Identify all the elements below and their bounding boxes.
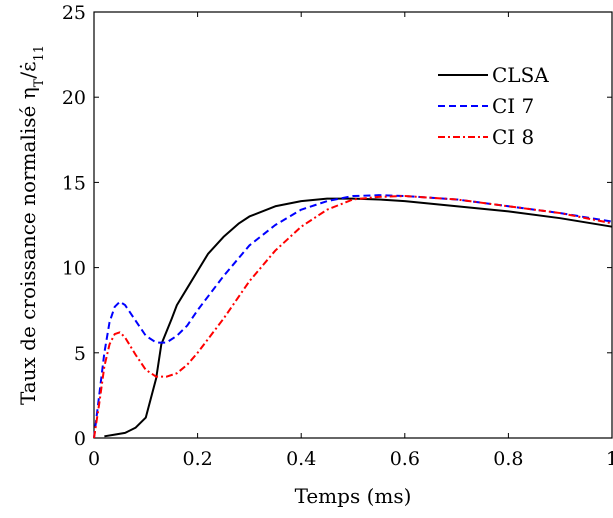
y-tick-label: 10 (62, 258, 86, 280)
y-axis-label-mid: /ε̇ (16, 62, 40, 79)
y-tick-label: 0 (74, 428, 86, 450)
y-axis-ticks: 0 5 10 15 20 25 (62, 2, 612, 450)
y-tick-label: 20 (62, 87, 86, 109)
legend-label: CI 7 (492, 94, 534, 118)
legend: CLSA CI 7 CI 8 (438, 63, 549, 149)
y-tick-label: 25 (62, 2, 86, 24)
x-tick-label: 0.8 (493, 448, 523, 470)
x-tick-label: 0.2 (182, 448, 212, 470)
series-line-clsa (104, 197, 613, 438)
series-layer (93, 194, 613, 439)
plot-frame (93, 11, 613, 439)
y-axis-label-sub2: 11 (32, 45, 47, 62)
y-tick-label: 5 (74, 343, 86, 365)
legend-label: CI 8 (492, 125, 534, 149)
x-tick-label: 0.4 (286, 448, 316, 470)
y-axis-label-sub: T (32, 78, 47, 87)
y-axis-label-main: Taux de croissance normalisé η (16, 87, 40, 405)
x-tick-label: 0 (88, 448, 100, 470)
x-axis-label: Temps (ms) (295, 484, 412, 508)
y-axis-label: Taux de croissance normalisé ηT/ε̇11 (16, 45, 47, 405)
series-line-ci-8 (93, 195, 613, 439)
legend-label: CLSA (492, 63, 549, 87)
x-axis-ticks: 0 0.2 0.4 0.6 0.8 1 (88, 12, 613, 470)
x-tick-label: 0.6 (390, 448, 420, 470)
y-tick-label: 15 (62, 172, 86, 194)
x-tick-label: 1 (606, 448, 613, 470)
